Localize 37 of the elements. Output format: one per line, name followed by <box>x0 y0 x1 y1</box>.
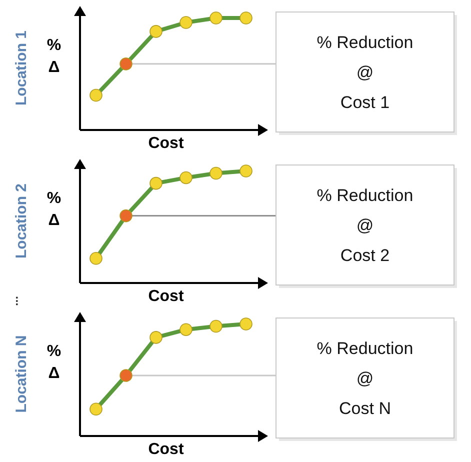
text: Cost N <box>339 399 391 418</box>
point <box>210 12 222 24</box>
text: % Reduction <box>316 186 414 205</box>
point <box>120 209 132 222</box>
text: ... <box>13 296 27 306</box>
text: % Reduction <box>316 33 414 52</box>
text: Location 2 <box>13 183 30 259</box>
point <box>90 252 102 265</box>
y-axis-title: % Δ <box>46 343 62 382</box>
x-axis-title: Cost <box>148 441 184 458</box>
text: @ <box>356 63 374 82</box>
text: Cost 1 <box>340 93 390 112</box>
point <box>150 25 162 38</box>
text: @ <box>356 216 374 235</box>
y-axis-title: % Δ <box>46 190 62 229</box>
point <box>120 58 132 70</box>
text: @ <box>356 369 374 388</box>
x-axis-title: Cost <box>148 288 184 305</box>
point <box>240 12 252 24</box>
point <box>210 320 222 333</box>
point <box>180 171 192 184</box>
point <box>150 331 162 344</box>
text: % Reduction <box>316 339 414 358</box>
point <box>180 16 192 29</box>
point <box>90 88 102 102</box>
text: Location 1 <box>13 30 30 106</box>
x-axis-title: Cost <box>148 135 184 152</box>
text: Location N <box>13 335 30 413</box>
point <box>150 176 162 190</box>
text: Cost 2 <box>340 246 390 265</box>
point <box>210 166 222 180</box>
point <box>180 323 192 336</box>
point <box>120 369 132 382</box>
point <box>90 402 102 416</box>
y-axis-title: % Δ <box>46 37 62 76</box>
point <box>240 164 252 178</box>
point <box>240 318 252 330</box>
